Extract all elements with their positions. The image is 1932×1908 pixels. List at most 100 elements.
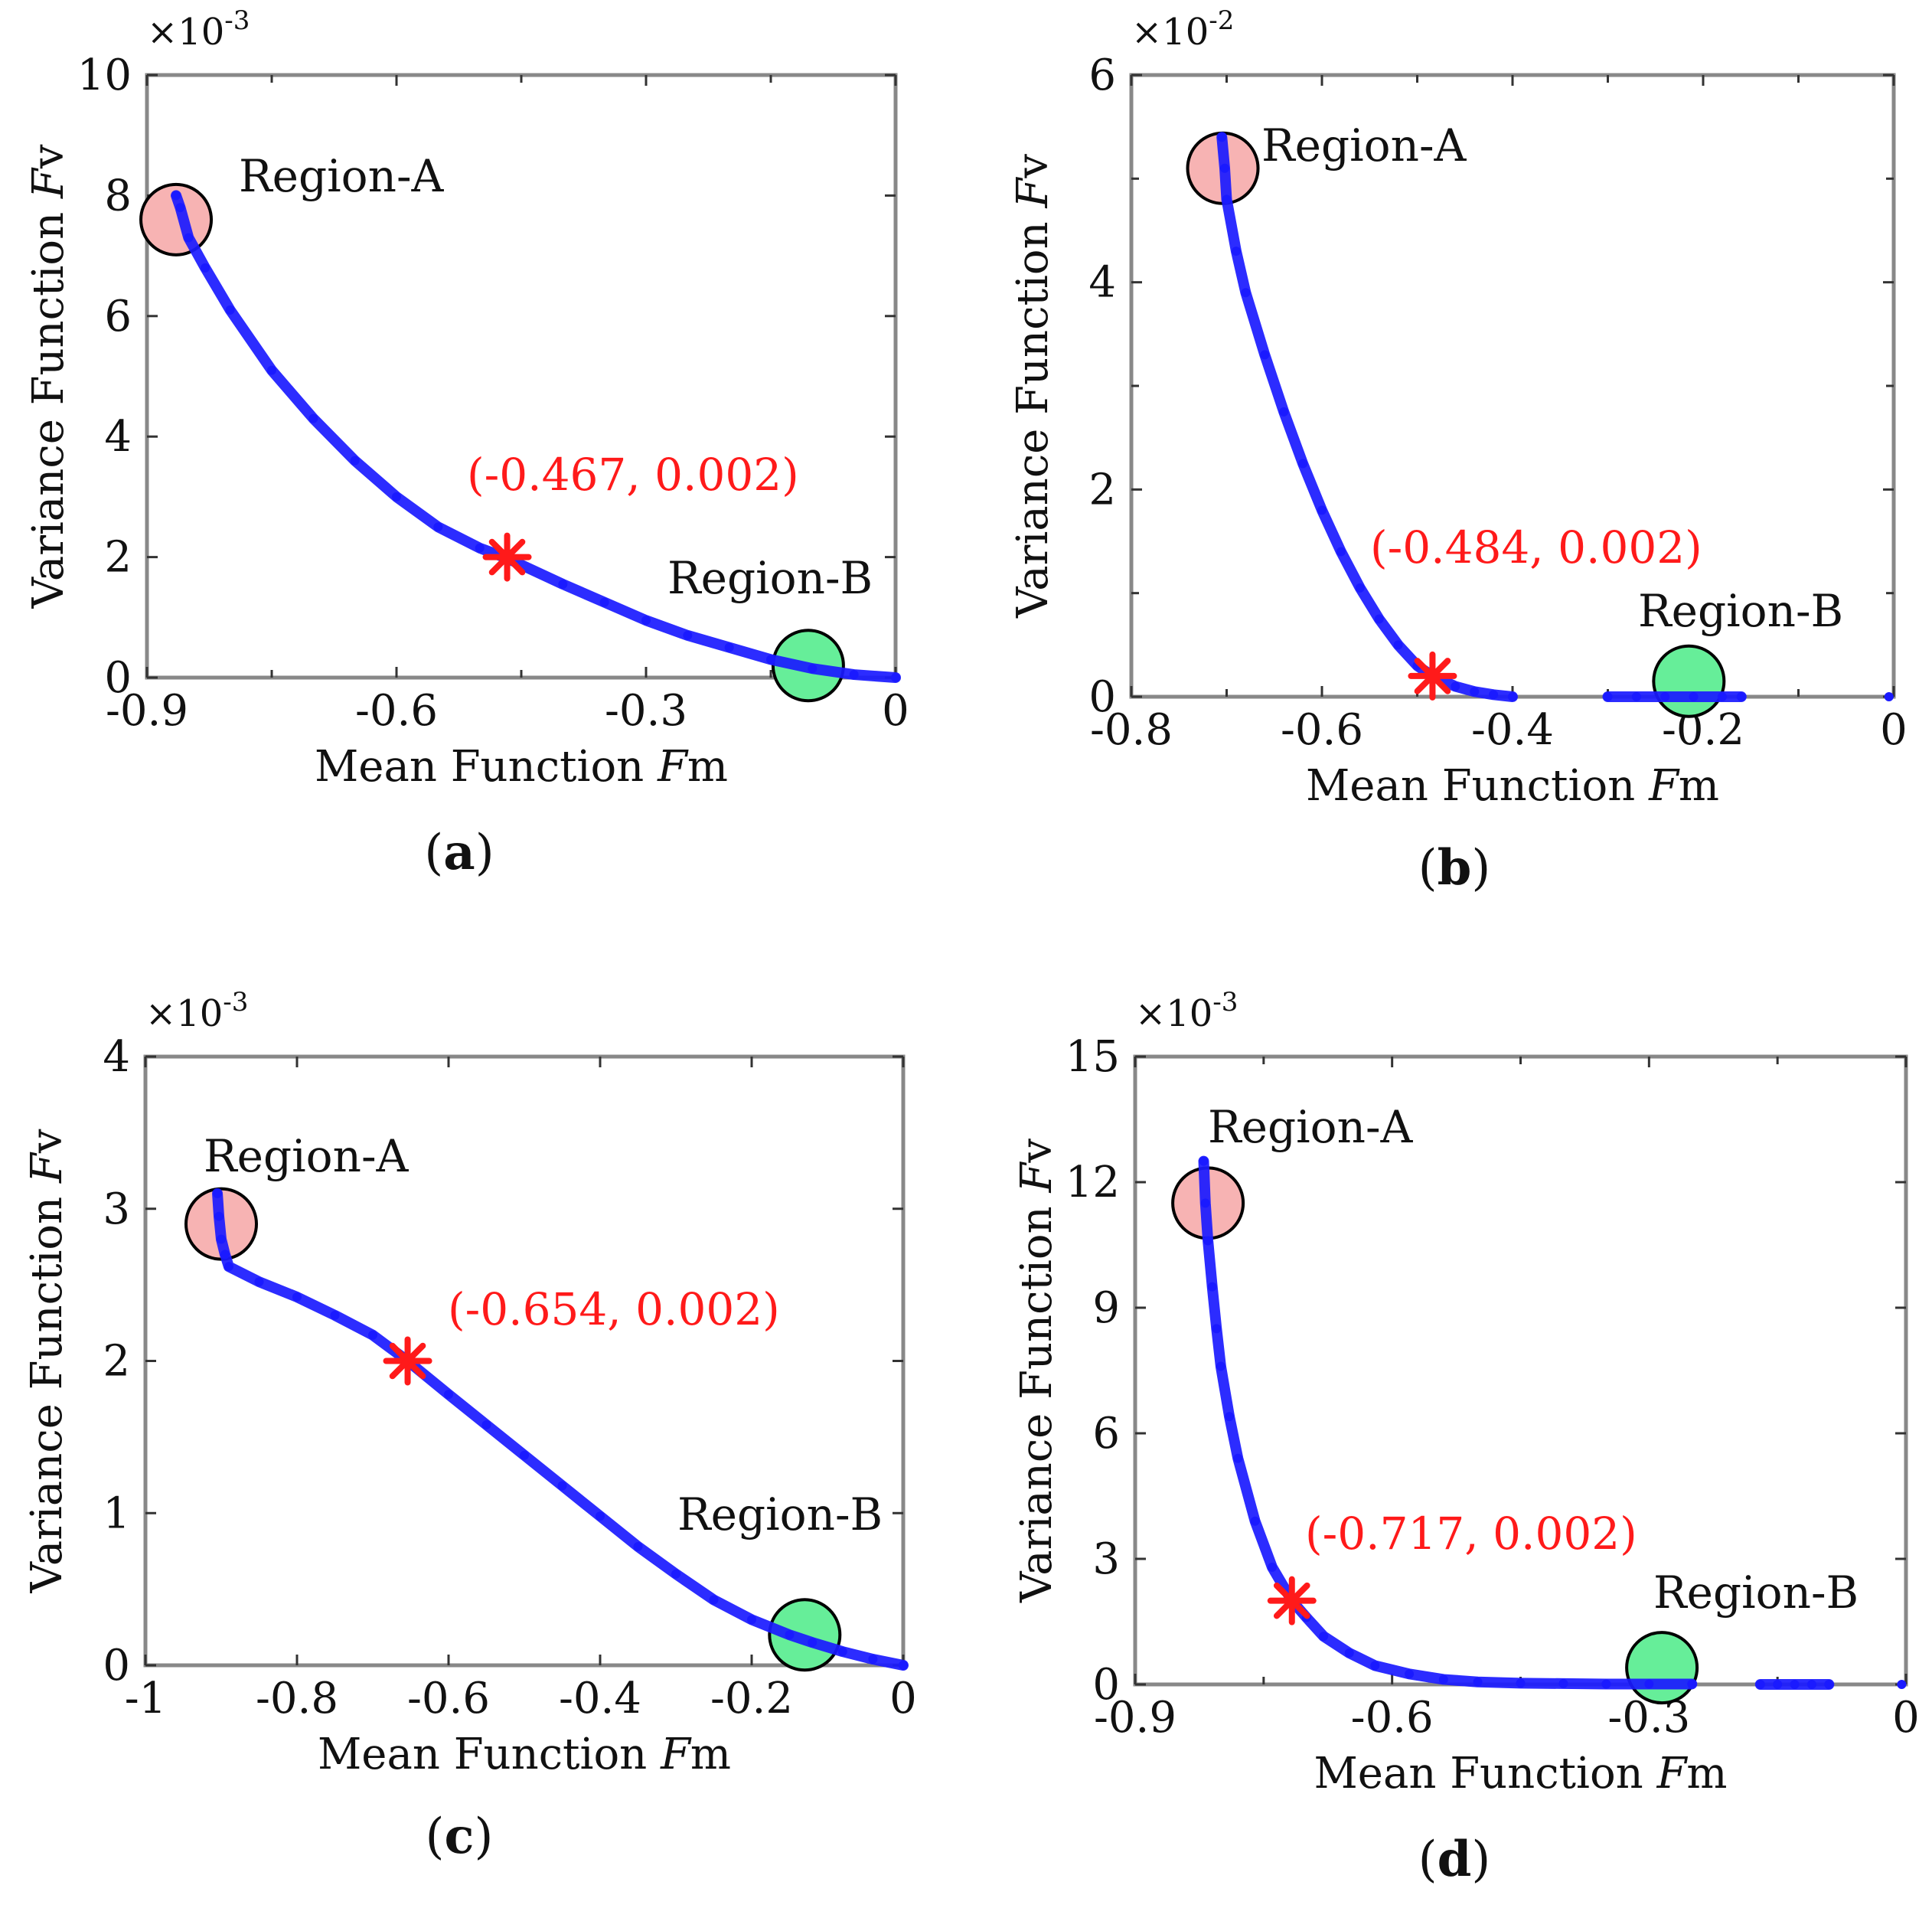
data-point xyxy=(475,543,485,553)
data-point xyxy=(444,1390,453,1400)
data-point xyxy=(220,1250,230,1259)
data-point xyxy=(641,616,651,626)
data-point xyxy=(1222,194,1232,204)
data-point xyxy=(1660,692,1670,701)
data-point xyxy=(1374,614,1384,624)
data-point xyxy=(558,580,568,590)
y-tick-label: 10 xyxy=(77,51,132,100)
x-axis-label-symbol: F xyxy=(1648,761,1680,811)
x-axis-label-suffix: m xyxy=(1679,761,1719,811)
data-point xyxy=(633,1541,643,1551)
data-point xyxy=(481,1420,491,1429)
x-tick-label: -0.8 xyxy=(256,1674,338,1723)
data-point xyxy=(1451,681,1460,691)
data-point xyxy=(184,233,194,243)
data-point xyxy=(1438,1674,1448,1684)
data-point xyxy=(899,1661,908,1670)
panel-label-open: ( xyxy=(426,1808,445,1865)
panel-label-open: ( xyxy=(1418,840,1438,897)
region-b-circle xyxy=(1652,644,1726,718)
data-point xyxy=(267,365,276,375)
data-point xyxy=(1260,350,1270,360)
panel-c: -1 -0.8 -0.6 -0.4 -0.2 0 0 1 2 3 4 ×10-3 Mean Functi… xyxy=(22,987,917,1865)
y-multiplier: ×10-3 xyxy=(1135,987,1238,1035)
data-point xyxy=(1199,1156,1209,1166)
data-point xyxy=(724,642,734,652)
data-point xyxy=(1393,640,1403,650)
y-tick-label: 4 xyxy=(103,1032,130,1082)
data-point xyxy=(1370,1661,1380,1671)
x-axis-label: Mean Function Fm xyxy=(318,1730,731,1779)
y-multiplier-exp: -3 xyxy=(224,5,250,36)
data-point xyxy=(171,191,181,201)
x-tick-label: -0.6 xyxy=(1281,705,1363,755)
data-point xyxy=(217,1234,226,1244)
data-point xyxy=(1897,1680,1907,1689)
x-tick-label: 0 xyxy=(1880,705,1908,755)
data-point xyxy=(1644,1679,1654,1689)
y-tick-label: 6 xyxy=(1092,1409,1120,1459)
data-point xyxy=(1203,1236,1213,1246)
y-tick-label: 4 xyxy=(104,412,132,462)
data-point xyxy=(671,1569,680,1579)
panel-label-open: ( xyxy=(1418,1831,1438,1888)
x-axis-label-symbol: F xyxy=(1656,1749,1689,1799)
data-point xyxy=(433,522,443,532)
x-tick-label: 0 xyxy=(882,686,909,736)
y-multiplier-exp: -3 xyxy=(223,987,248,1018)
data-point xyxy=(1470,687,1480,697)
data-point xyxy=(599,597,609,607)
data-point xyxy=(350,456,360,466)
y-tick-label: 0 xyxy=(103,1641,130,1691)
x-axis-label-text: Mean Function xyxy=(1306,761,1649,811)
x-axis-label-symbol: F xyxy=(660,1730,692,1779)
y-axis-label: Variance Function Fv xyxy=(1012,1139,1062,1603)
x-axis-label-suffix: m xyxy=(687,742,728,792)
data-point xyxy=(1279,407,1289,417)
y-axis-label-suffix: v xyxy=(1008,154,1058,179)
data-point xyxy=(1508,692,1517,701)
y-tick-label: 2 xyxy=(1088,465,1116,515)
x-axis-label: Mean Function Fm xyxy=(1314,1749,1727,1799)
data-point xyxy=(1298,459,1308,469)
x-tick-label: -0.2 xyxy=(710,1674,793,1723)
panel-label-close: ) xyxy=(474,1808,493,1865)
region-b-label: Region-B xyxy=(1653,1567,1859,1619)
y-tick-label: 3 xyxy=(103,1184,130,1234)
x-tick-label: -0.9 xyxy=(1094,1693,1176,1743)
data-point xyxy=(392,492,401,502)
region-a-label: Region-A xyxy=(1208,1101,1414,1153)
x-axis-label: Mean Function Fm xyxy=(1306,761,1719,811)
data-point xyxy=(1217,132,1227,142)
data-point xyxy=(1558,1678,1568,1688)
data-point xyxy=(1603,692,1613,701)
data-point xyxy=(1212,1324,1222,1334)
marker-stroke xyxy=(1414,658,1451,694)
x-axis-label-suffix: m xyxy=(690,1730,731,1779)
data-point xyxy=(292,1292,302,1302)
data-point xyxy=(1824,1680,1834,1689)
data-point xyxy=(1231,247,1241,256)
panel-label-letter: a xyxy=(443,824,475,881)
panel-label-close: ) xyxy=(1471,840,1490,897)
highlight-marker xyxy=(482,532,532,582)
y-tick-label: 1 xyxy=(103,1488,130,1538)
highlight-marker xyxy=(1267,1576,1317,1625)
series-line-0 xyxy=(1198,1155,1698,1690)
data-point xyxy=(868,1655,878,1665)
panel-label: (d) xyxy=(1418,1831,1491,1888)
data-point xyxy=(557,1481,567,1491)
y-tick-label: 8 xyxy=(104,171,132,221)
data-point xyxy=(1355,583,1365,593)
data-point xyxy=(1268,1562,1278,1572)
y-multiplier-base: ×10 xyxy=(147,11,224,54)
data-point xyxy=(1317,505,1327,515)
data-point xyxy=(766,655,775,665)
y-axis-label: Variance Function Fv xyxy=(22,1129,72,1593)
data-point xyxy=(747,1615,756,1625)
x-axis-label-text: Mean Function xyxy=(318,1730,661,1779)
x-tick-label: -0.4 xyxy=(559,1674,641,1723)
data-point xyxy=(1220,163,1230,173)
data-point xyxy=(1233,1453,1243,1463)
